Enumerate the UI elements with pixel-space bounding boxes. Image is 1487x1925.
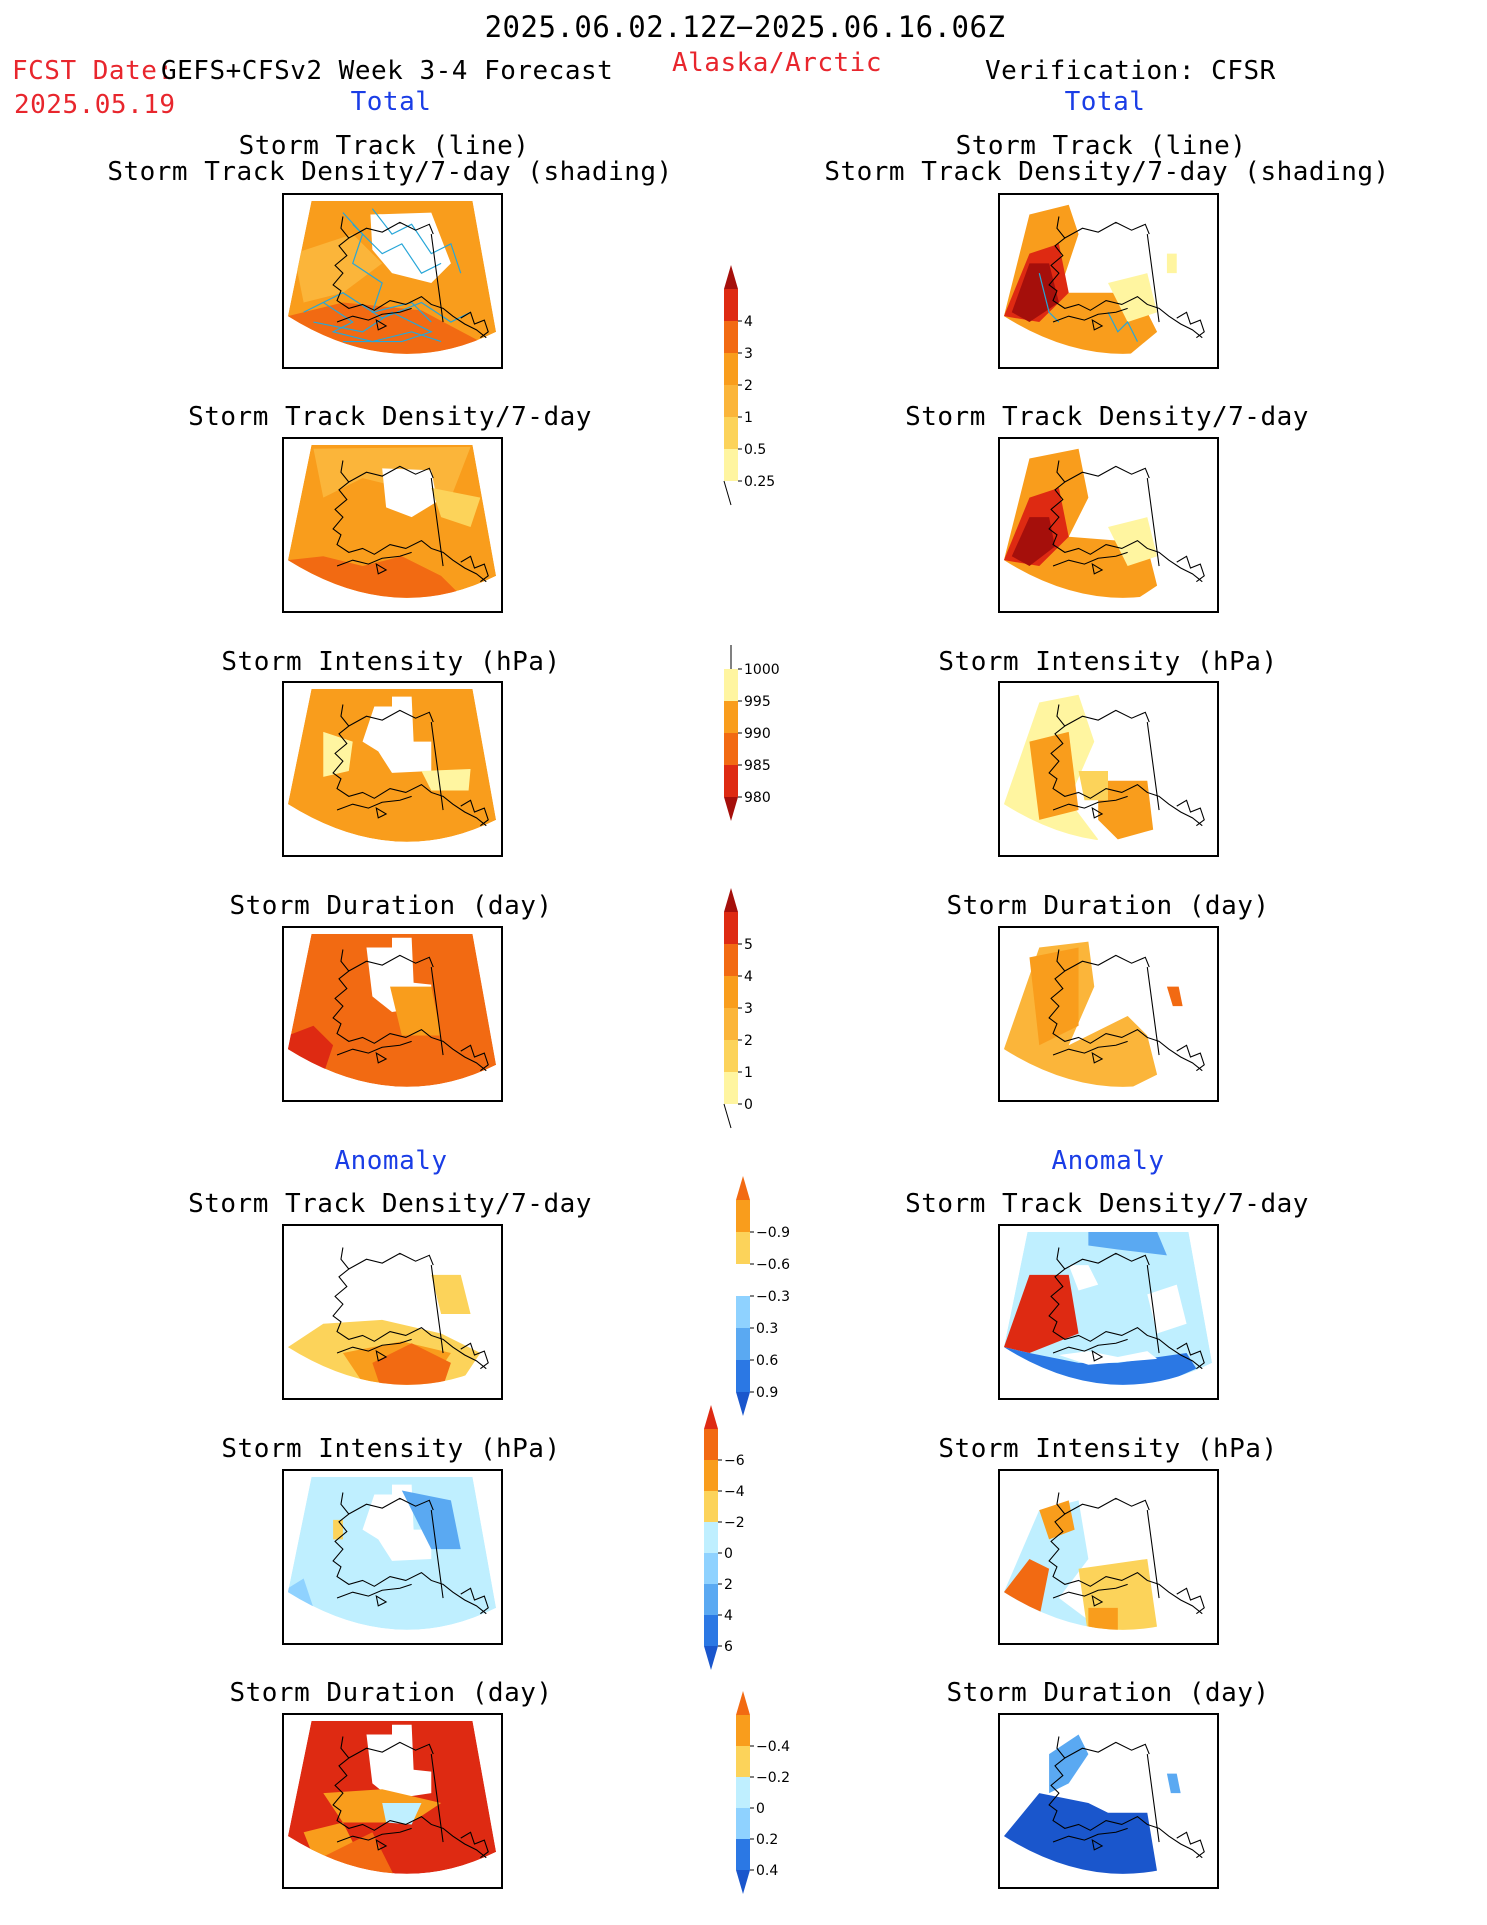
right-anom-duration-map [998,1713,1219,1889]
region-label: Alaska/Arctic [672,48,882,78]
fcst-date: 2025.05.19 [14,90,176,120]
forecast-period: 2025.06.02.12Z−2025.06.16.06Z [484,10,1006,44]
intensity-anom-colorbar: 6 4 2 0 −2 −4 −6 [701,1405,761,1687]
colorbar-tick-label: 995 [744,694,771,710]
density-total-colorbar: 0.25 0.5 1 2 3 4 [721,265,781,523]
colorbar-tick-label: 6 [724,1639,733,1655]
duration-anom-colorbar: 0.4 0.2 0 −0.2 −0.4 [733,1691,793,1911]
colorbar-tick-label: 0.6 [756,1353,778,1369]
verification-label: Verification: CFSR [985,56,1276,86]
fcst-model: GEFS+CFSv2 Week 3-4 Forecast [161,56,614,86]
right-duration-title: Storm Duration (day) [946,891,1270,921]
colorbar-tick-label: 990 [744,726,771,742]
right-track-line-title: Storm Track (line) [955,131,1247,161]
colorbar-tick-label: −0.6 [756,1257,790,1273]
right-anom-duration-title: Storm Duration (day) [946,1678,1270,1708]
colorbar-tick-label: 1000 [744,662,780,678]
right-duration-map [998,926,1219,1102]
right-track-shading-title: Storm Track Density/7-day (shading) [824,157,1390,187]
left-anomaly-label: Anomaly [334,1146,448,1176]
right-density-map [998,437,1219,613]
right-anom-density-title: Storm Track Density/7-day [905,1189,1309,1219]
right-anomaly-label: Anomaly [1051,1146,1165,1176]
colorbar-tick-label: 3 [744,1001,753,1017]
left-track-shading-title: Storm Track Density/7-day (shading) [107,157,673,187]
left-duration-title: Storm Duration (day) [229,891,553,921]
right-track-map [998,193,1219,369]
right-anom-density-map [998,1224,1219,1400]
left-density-title: Storm Track Density/7-day [188,402,592,432]
colorbar-tick-label: 0 [744,1097,753,1113]
right-anom-intensity-title: Storm Intensity (hPa) [938,1434,1278,1464]
left-anom-density-title: Storm Track Density/7-day [188,1189,592,1219]
duration-total-colorbar: 0 1 2 3 4 5 [721,888,781,1146]
left-duration-map [282,926,503,1102]
colorbar-tick-label: −4 [724,1484,745,1500]
left-intensity-map [282,681,503,857]
right-density-title: Storm Track Density/7-day [905,402,1309,432]
colorbar-tick-label: 985 [744,758,771,774]
density-anom-colorbar: 0.9 0.6 0.3 −0.3 −0.6 −0.9 [733,1176,793,1434]
colorbar-tick-label: 0.9 [756,1385,778,1401]
colorbar-tick-label: 0.25 [744,474,775,490]
colorbar-tick-label: 980 [744,790,771,806]
colorbar-tick-label: 4 [744,969,753,985]
left-density-map [282,437,503,613]
colorbar-tick-label: 0.4 [756,1863,778,1879]
colorbar-tick-label: 2 [744,378,753,394]
colorbar-tick-label: 2 [744,1033,753,1049]
left-anom-duration-map [282,1713,503,1889]
fcst-date-label: FCST Date: [12,56,174,86]
colorbar-tick-label: 1 [744,1065,753,1081]
right-anom-intensity-map [998,1469,1219,1645]
left-track-map [282,193,503,369]
colorbar-tick-label: 0 [756,1801,765,1817]
colorbar-tick-label: 0.3 [756,1321,778,1337]
intensity-total-colorbar: 1000 995 990 985 980 [721,645,781,871]
right-total-label: Total [1064,87,1146,117]
right-intensity-map [998,681,1219,857]
colorbar-tick-label: −0.4 [756,1739,790,1755]
colorbar-tick-label: 1 [744,410,753,426]
right-intensity-title: Storm Intensity (hPa) [938,647,1278,677]
colorbar-tick-label: −2 [724,1515,745,1531]
left-anom-density-map [282,1224,503,1400]
colorbar-tick-label: 3 [744,346,753,362]
colorbar-tick-label: −0.2 [756,1770,790,1786]
colorbar-tick-label: 4 [724,1608,733,1624]
left-intensity-title: Storm Intensity (hPa) [221,647,561,677]
colorbar-tick-label: −0.3 [756,1289,790,1305]
colorbar-tick-label: −6 [724,1453,745,1469]
colorbar-tick-label: −0.9 [756,1225,790,1241]
colorbar-tick-label: 5 [744,937,753,953]
colorbar-tick-label: 2 [724,1577,733,1593]
colorbar-tick-label: 0.2 [756,1832,778,1848]
left-track-line-title: Storm Track (line) [238,131,530,161]
colorbar-tick-label: 0.5 [744,442,766,458]
left-anom-duration-title: Storm Duration (day) [229,1678,553,1708]
left-anom-intensity-title: Storm Intensity (hPa) [221,1434,561,1464]
colorbar-tick-label: 0 [724,1546,733,1562]
colorbar-tick-label: 4 [744,314,753,330]
left-total-label: Total [350,87,432,117]
left-anom-intensity-map [282,1469,503,1645]
